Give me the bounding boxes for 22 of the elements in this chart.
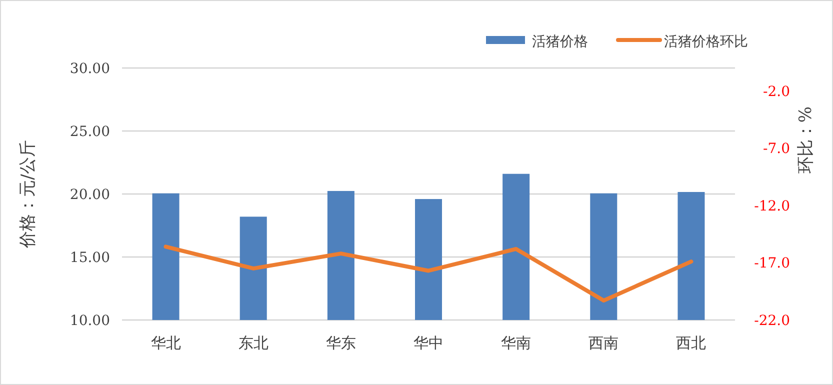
x-tick-label: 西南 (588, 334, 619, 352)
y2-axis-title: 环比：% (796, 106, 816, 174)
x-tick-label: 华南 (501, 334, 532, 352)
y-tick-label: 30.00 (70, 61, 110, 77)
x-tick-label: 华北 (150, 334, 181, 352)
y-axis-title: 价格：元/公斤 (18, 140, 38, 249)
legend-label: 活猪价格环比 (664, 34, 748, 50)
y2-tick-label: -7.0 (763, 141, 790, 158)
x-tick-label: 华东 (326, 334, 356, 352)
y-tick-label: 15.00 (70, 250, 110, 266)
y2-tick-label: -2.0 (763, 84, 790, 100)
x-tick-label: 华中 (414, 334, 444, 352)
line-series (164, 244, 694, 303)
x-tick-label: 东北 (238, 334, 268, 352)
y2-tick-label: -22.0 (754, 313, 790, 329)
y2-tick-label: -12.0 (754, 198, 790, 214)
y-tick-label: 25.00 (70, 124, 110, 140)
legend-label: 活猪价格 (532, 34, 588, 50)
y-tick-label: 20.00 (70, 187, 110, 203)
y2-tick-label: -17.0 (754, 256, 790, 272)
y-tick-label: 10.00 (70, 313, 110, 329)
x-tick-label: 西北 (676, 334, 706, 352)
